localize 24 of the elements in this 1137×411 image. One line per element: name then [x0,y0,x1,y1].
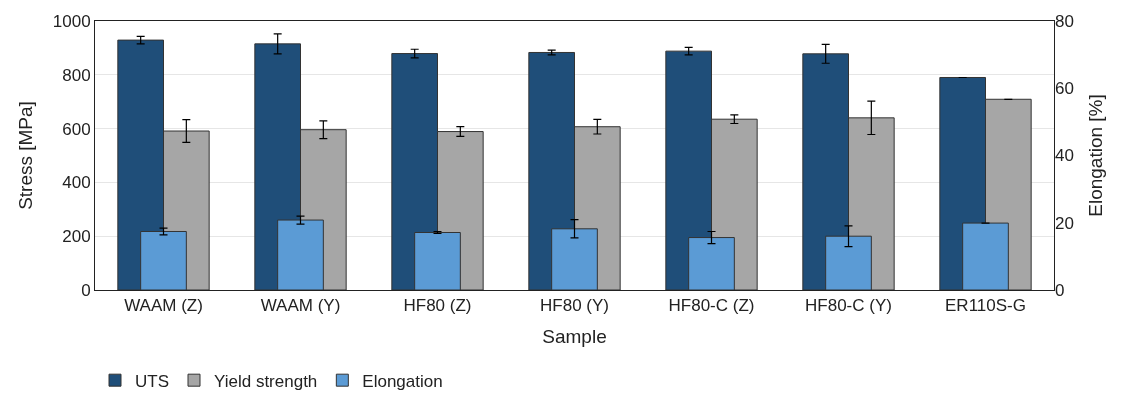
y-axis-title: Stress [MPa] [14,101,36,210]
y2-tick-label: 80 [1055,11,1074,31]
y-tick-label: 400 [62,173,91,193]
legend-label: Yield strength [214,371,318,391]
x-tick-label: WAAM (Z) [124,296,203,316]
y2-tick-label: 40 [1055,146,1074,166]
x-tick-label: HF80-C (Y) [805,296,892,316]
y2-tick-label: 60 [1055,79,1074,99]
x-axis-title: Sample [542,326,607,348]
x-tick-label: HF80-C (Z) [668,296,755,316]
y2-tick-label: 0 [1055,280,1065,300]
y-tick-label: 800 [62,65,91,85]
y2-axis-title: Elongation [%] [1084,94,1106,217]
x-tick-label: WAAM (Y) [260,296,341,316]
legend-label: UTS [135,371,169,391]
y-tick-label: 600 [62,119,91,139]
y-tick-label: 1000 [52,11,91,31]
y-tick-label: 200 [62,227,91,247]
x-tick-label: HF80 (Y) [540,296,609,316]
legend-label: Elongation [362,371,443,391]
x-tick-label: ER110S-G [945,296,1026,316]
y2-tick-label: 20 [1055,213,1074,233]
y-tick-label: 0 [81,280,91,300]
x-tick-label: HF80 (Z) [403,296,472,316]
